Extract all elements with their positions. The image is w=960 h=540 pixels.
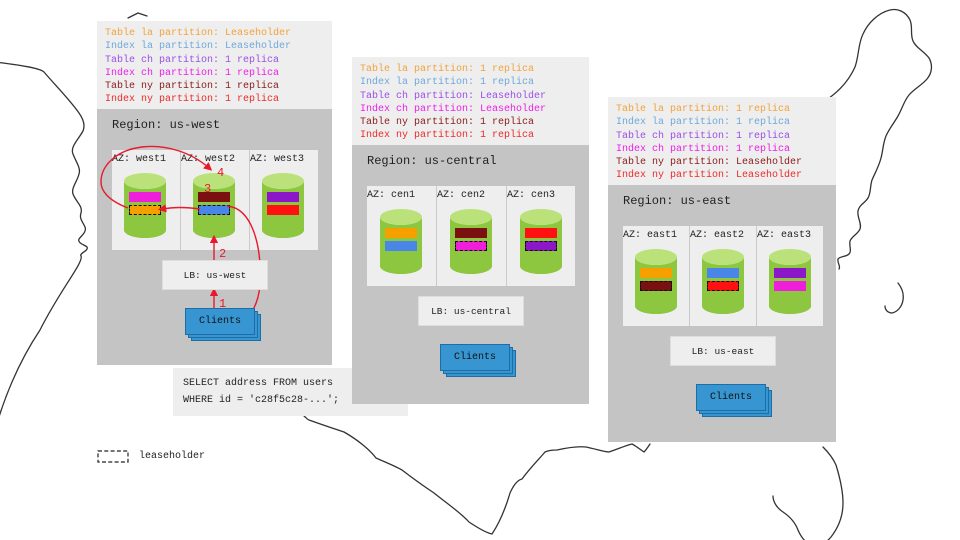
svg-text:2: 2 <box>219 247 226 261</box>
svg-text:4: 4 <box>217 166 224 180</box>
svg-text:3: 3 <box>204 182 211 196</box>
